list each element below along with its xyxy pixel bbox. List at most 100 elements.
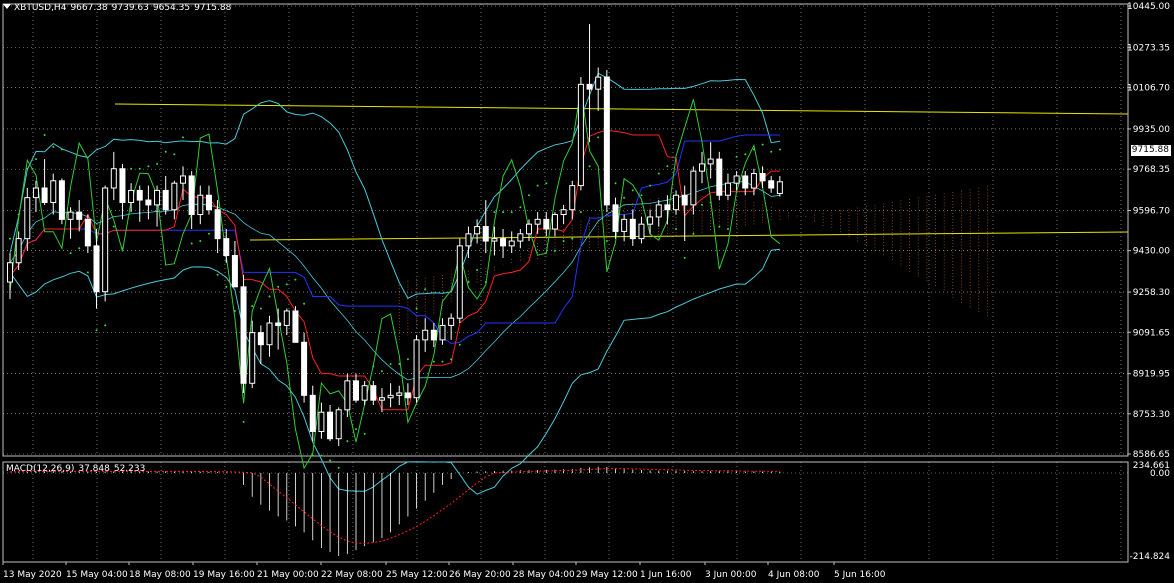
time-tick-label: 28 May 04:00: [513, 570, 575, 580]
candle-body: [396, 392, 403, 396]
time-tick-label: 18 May 08:00: [129, 570, 191, 580]
candle-body: [41, 187, 48, 203]
sar-dot: [701, 203, 703, 206]
sar-dot: [95, 329, 98, 332]
sar-dot: [761, 143, 764, 146]
macd-tick-label: 234.661: [1133, 461, 1170, 471]
sar-dot: [130, 167, 133, 170]
macd-signal-value: 52.233: [113, 464, 146, 474]
candle-body: [231, 255, 238, 288]
sar-dot: [709, 201, 712, 204]
candle-body: [128, 189, 135, 203]
sar-dot: [735, 155, 738, 158]
bollinger-middle: [9, 181, 780, 381]
sar-dot: [614, 182, 617, 185]
sar-dot: [329, 459, 332, 462]
price-tick-label: 8919.95: [1133, 370, 1170, 380]
candle-body: [309, 394, 316, 432]
sar-dot: [510, 211, 513, 214]
sar-dot: [649, 184, 652, 187]
sar-dot: [450, 358, 453, 361]
sar-dot: [199, 240, 202, 242]
candle-body: [283, 310, 290, 326]
candle-body: [404, 392, 411, 399]
candle-body: [699, 163, 705, 172]
sar-dot: [268, 295, 271, 298]
candle-body: [448, 317, 455, 326]
sar-dot: [337, 466, 340, 469]
candle-body: [318, 411, 325, 432]
candle-body: [439, 324, 446, 341]
candle-body: [214, 209, 221, 240]
sar-dot: [121, 247, 124, 250]
time-tick-label: 21 May 00:00: [257, 570, 319, 580]
sar-dot: [536, 184, 539, 187]
candle-body: [266, 322, 273, 346]
sar-dot: [692, 232, 695, 235]
sar-dot: [285, 283, 288, 286]
candle-body: [690, 170, 697, 206]
chart-header: XBTUSD,H4 9667.38 9739.63 9654.35 9715.88: [3, 3, 235, 13]
candle-body: [430, 329, 437, 341]
sar-dot: [9, 237, 11, 240]
sar-dot: [303, 302, 306, 305]
candle-body: [93, 245, 100, 293]
candle-body: [353, 380, 359, 401]
candle-body: [768, 180, 775, 189]
candle-body: [249, 332, 256, 384]
sar-dot: [190, 242, 193, 245]
candle-body: [257, 332, 264, 346]
candle-body: [551, 214, 558, 230]
sar-dot: [112, 225, 115, 228]
macd-label: MACD(12,26,9): [6, 464, 75, 474]
candle-body: [508, 240, 515, 247]
macd-tick-label: 0.00: [1150, 469, 1170, 479]
sar-dot: [173, 153, 176, 156]
sar-dot: [86, 271, 89, 274]
sar-dot: [355, 428, 357, 431]
sar-dot: [398, 363, 401, 365]
macd-signal-line: [9, 468, 780, 544]
candle-body: [188, 175, 195, 216]
time-tick-label: 4 Jun 08:00: [768, 570, 820, 580]
candle-body: [119, 168, 126, 203]
candle-body: [474, 226, 481, 235]
sar-dot: [43, 134, 46, 136]
candle-body: [595, 76, 602, 90]
candle-body: [569, 185, 576, 211]
sar-dot: [225, 285, 228, 288]
candle-body: [724, 182, 731, 196]
sar-dot: [372, 365, 375, 368]
candle-body: [301, 341, 308, 396]
candle-body: [102, 187, 109, 293]
candle-body: [603, 76, 610, 206]
dropdown-triangle-icon[interactable]: [3, 4, 11, 9]
sar-dot: [242, 420, 245, 423]
candle-body: [629, 218, 636, 240]
candle-body: [759, 173, 766, 182]
sar-dot: [346, 440, 349, 443]
candle-body: [32, 187, 39, 199]
sar-dot: [666, 165, 669, 168]
price-tick-label: 10106.70: [1127, 84, 1170, 94]
macd-main-value: 37.848: [78, 464, 110, 474]
candle-body: [716, 158, 723, 196]
sar-dot: [528, 194, 530, 197]
sar-dot: [467, 281, 470, 283]
sar-dot: [571, 237, 574, 240]
price-tick-label: 9091.65: [1133, 328, 1170, 338]
sar-dot: [744, 153, 747, 156]
sar-dot: [277, 285, 280, 288]
sar-dot: [156, 162, 159, 165]
sar-dot: [579, 211, 582, 214]
sar-dot: [389, 363, 392, 365]
candle-body: [180, 175, 186, 184]
candle-body: [58, 180, 65, 220]
time-tick-label: 25 May 12:00: [386, 570, 448, 580]
candle-body: [76, 211, 83, 220]
sar-dot: [104, 324, 107, 327]
sar-dot: [752, 148, 755, 151]
price-tick-label: 9768.35: [1133, 165, 1170, 175]
time-tick-label: 13 May 2020: [3, 570, 62, 580]
